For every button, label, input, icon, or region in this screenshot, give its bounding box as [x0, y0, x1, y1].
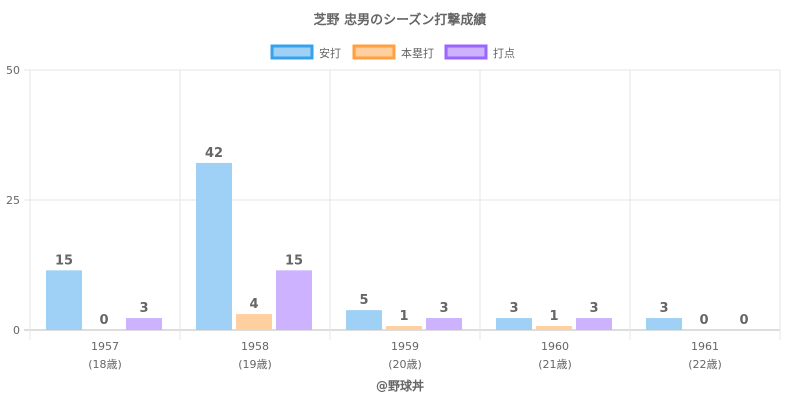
x-tick-sublabel: (18歳) — [88, 358, 122, 371]
bar-打点 — [126, 318, 162, 330]
bar-本塁打 — [386, 326, 422, 330]
y-tick-label: 25 — [6, 194, 20, 207]
x-tick-sublabel: (20歳) — [388, 358, 422, 371]
x-tick-sublabel: (19歳) — [238, 358, 272, 371]
x-tick-label: 1958 — [241, 340, 269, 353]
data-label: 15 — [285, 253, 303, 268]
bar-打点 — [276, 270, 312, 330]
x-tick-label: 1961 — [691, 340, 719, 353]
data-label: 15 — [55, 253, 73, 268]
chart-title: 芝野 忠男のシーズン打撃成績 — [314, 12, 487, 28]
x-tick-label: 1959 — [391, 340, 419, 353]
legend-label: 本塁打 — [401, 46, 434, 60]
legend-swatch — [270, 44, 314, 60]
data-label: 1 — [549, 309, 558, 324]
y-tick-label: 0 — [13, 324, 20, 337]
bar-安打 — [46, 270, 82, 330]
legend-swatch — [444, 44, 488, 60]
bar-安打 — [346, 310, 382, 330]
data-label: 0 — [699, 313, 708, 328]
data-label: 3 — [139, 301, 148, 316]
data-label: 3 — [439, 301, 448, 316]
footer-credit: @野球丼 — [376, 378, 424, 393]
bar-安打 — [196, 162, 232, 330]
bar-本塁打 — [536, 326, 572, 330]
bar-本塁打 — [236, 314, 272, 330]
data-label: 3 — [589, 301, 598, 316]
x-tick-sublabel: (22歳) — [688, 358, 722, 371]
data-label: 0 — [739, 313, 748, 328]
bar-安打 — [496, 318, 532, 330]
data-label: 5 — [359, 293, 368, 308]
data-label: 3 — [659, 301, 668, 316]
data-label: 1 — [399, 309, 408, 324]
bar-打点 — [576, 318, 612, 330]
data-label: 4 — [249, 297, 258, 312]
data-label: 0 — [99, 313, 108, 328]
legend-swatch — [352, 44, 396, 60]
data-label: 42 — [205, 146, 223, 161]
legend-label: 安打 — [319, 46, 341, 60]
data-label: 3 — [509, 301, 518, 316]
x-tick-sublabel: (21歳) — [538, 358, 572, 371]
y-tick-label: 50 — [6, 64, 20, 77]
legend-label: 打点 — [493, 46, 515, 60]
x-tick-label: 1957 — [91, 340, 119, 353]
bar-打点 — [426, 318, 462, 330]
bar-安打 — [646, 318, 682, 330]
x-tick-label: 1960 — [541, 340, 569, 353]
